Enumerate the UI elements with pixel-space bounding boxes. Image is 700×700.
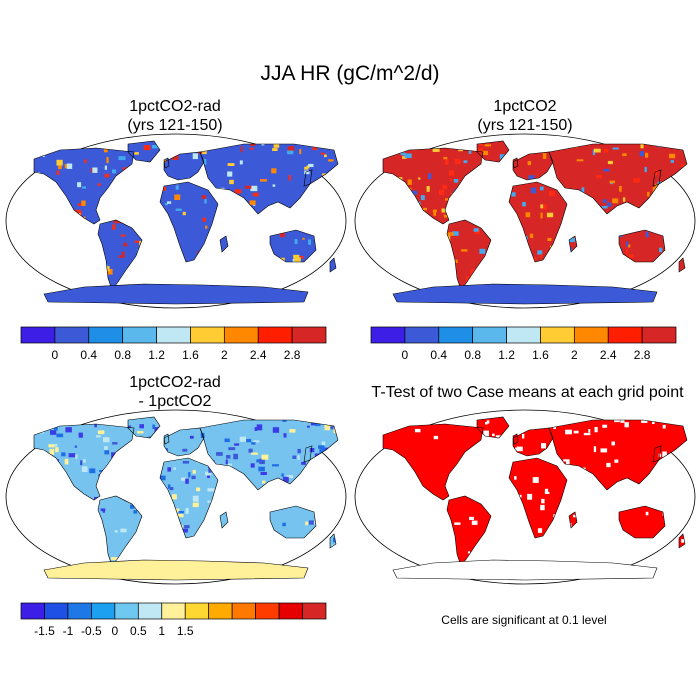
colorbar-box (370, 326, 406, 344)
map-panel-1 (5, 133, 347, 309)
panel-4-title-line1: T-Test of two Case means at each grid po… (371, 384, 684, 401)
land-north-america (383, 148, 483, 224)
colorbar-box (257, 326, 293, 344)
colorbar-tick-label: 0 (112, 624, 119, 638)
land-africa (509, 458, 567, 538)
map-panel-4 (354, 409, 696, 585)
panel-3-title-line2: - 1pctCO2 (138, 393, 212, 410)
panel-2-title-line1: 1pctCO2 (493, 98, 557, 115)
colorbar-box (540, 326, 575, 344)
colorbar-tick-label: -1.5 (34, 624, 55, 638)
colorbar-box (404, 326, 440, 344)
colorbar-tick-label: 0 (52, 348, 59, 362)
colorbar-tick-label: 2.8 (634, 348, 651, 362)
colorbar-box (302, 602, 327, 620)
colorbar-box (607, 326, 643, 344)
map-panel-3 (5, 409, 347, 585)
significance-note: Cells are significant at 0.1 level (441, 613, 607, 627)
land-south-america (447, 496, 491, 566)
land-antarctica (43, 559, 309, 581)
colorbar-tick-label: 0.8 (464, 348, 481, 362)
panel-2-title: 1pctCO2 (yrs 121-150) (355, 97, 695, 135)
map-panel-2 (354, 133, 696, 309)
colorbar-tick-label: 1.2 (498, 348, 515, 362)
colorbar-box (44, 602, 69, 620)
colorbar-box (161, 602, 186, 620)
land-south-america (447, 220, 491, 290)
colorbar-box (91, 602, 116, 620)
colorbar-3: -1.5 -1 -0.5 0 0.5 1 1.5 (20, 602, 327, 638)
colorbar-tick-label: 2.4 (600, 348, 617, 362)
land-south-america (98, 496, 142, 566)
land-asia (200, 420, 338, 490)
colorbar-tick-label: 0.8 (114, 348, 131, 362)
colorbar-tick-label: 1.6 (532, 348, 549, 362)
colorbar-box (137, 602, 163, 620)
land-uk (513, 158, 518, 168)
colorbar-box (291, 326, 327, 344)
land-australia (270, 506, 316, 538)
colorbar-box (438, 326, 474, 344)
panel-4-title: T-Test of two Case means at each grid po… (355, 383, 700, 402)
land-asia (200, 144, 338, 214)
colorbar-box (54, 326, 90, 344)
colorbar-box (190, 326, 225, 344)
colorbar-box (208, 602, 233, 620)
colorbar-tick-label: 2.4 (250, 348, 267, 362)
colorbar-box (20, 602, 45, 620)
colorbar-tick-label: 0 (402, 348, 409, 362)
panel-1-title-line2: (yrs 121-150) (127, 117, 223, 134)
panel-3-title-line1: 1pctCO2-rad (129, 374, 221, 391)
land-europe (513, 152, 553, 180)
colorbar-box (88, 326, 124, 344)
colorbar-box (641, 326, 677, 344)
colorbar-tick-label: 1.5 (177, 624, 194, 638)
land-uk (164, 434, 169, 444)
land-north-america (383, 424, 483, 500)
colorbar-tick-label: 0.4 (430, 348, 447, 362)
colorbar-box (184, 602, 210, 620)
colorbar-tick-label: 0.4 (80, 348, 97, 362)
colorbar-tick-label: -0.5 (81, 624, 102, 638)
colorbar-box (573, 326, 609, 344)
land-asia (549, 144, 687, 214)
colorbar-box (114, 602, 139, 620)
colorbar-box (506, 326, 541, 344)
colorbar-tick-label: 0.5 (130, 624, 147, 638)
panel-1-title: 1pctCO2-rad (yrs 121-150) (5, 97, 345, 135)
land-asia (549, 420, 687, 490)
colorbar-box (278, 602, 303, 620)
colorbar-box (20, 326, 56, 344)
land-antarctica (392, 283, 658, 305)
colorbar-box (472, 326, 507, 344)
colorbar-1: 0 0.4 0.8 1.2 1.6 2 2.4 2.8 (20, 326, 327, 362)
colorbar-tick-label: 1.2 (148, 348, 165, 362)
panel-2-title-line2: (yrs 121-150) (477, 117, 573, 134)
land-europe (164, 428, 204, 456)
colorbar-box (255, 602, 280, 620)
colorbar-tick-label: 2 (571, 348, 578, 362)
panel-3-title: 1pctCO2-rad - 1pctCO2 (5, 373, 345, 411)
colorbar-tick-label: -1 (63, 624, 74, 638)
colorbar-box (223, 326, 259, 344)
land-antarctica (392, 559, 658, 581)
figure-title: JJA HR (gC/m^2/d) (260, 62, 440, 85)
colorbar-2: 0 0.4 0.8 1.2 1.6 2 2.4 2.8 (370, 326, 677, 362)
colorbar-tick-label: 2 (221, 348, 228, 362)
land-australia (619, 506, 665, 538)
land-australia (619, 230, 665, 262)
land-antarctica (43, 283, 309, 305)
colorbar-tick-label: 1 (158, 624, 165, 638)
colorbar-box (122, 326, 157, 344)
colorbar-tick-label: 1.6 (182, 348, 199, 362)
colorbar-box (67, 602, 92, 620)
land-uk (513, 434, 518, 444)
panel-1-title-line1: 1pctCO2-rad (129, 98, 221, 115)
colorbar-box (231, 602, 256, 620)
colorbar-box (156, 326, 191, 344)
colorbar-tick-label: 2.8 (284, 348, 301, 362)
land-africa (160, 458, 218, 538)
land-africa (160, 182, 218, 262)
